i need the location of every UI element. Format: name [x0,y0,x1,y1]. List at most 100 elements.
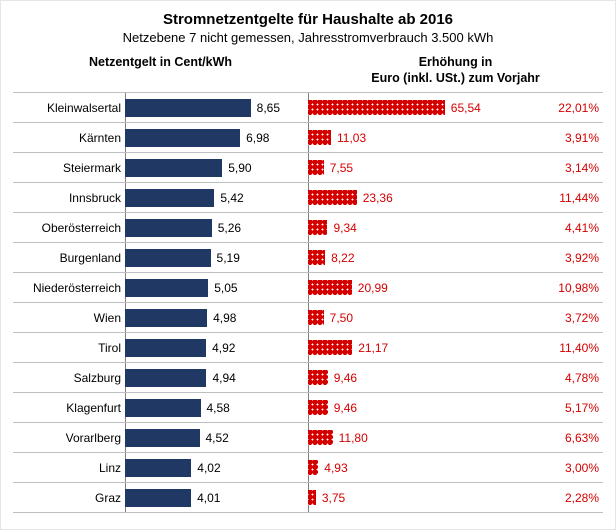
chart-container: Stromnetzentgelte für Haushalte ab 2016 … [0,0,616,530]
percent-value: 3,14% [498,161,603,175]
red-bar-area: 21,17 [308,340,498,355]
red-bar [308,160,324,175]
red-bar-area: 23,36 [308,190,498,205]
blue-bar-area: 4,58 [125,399,280,417]
chart-subtitle: Netzebene 7 nicht gemessen, Jahresstromv… [13,30,603,45]
table-row: Kleinwalsertal8,6565,5422,01% [13,92,603,122]
blue-bar-area: 4,52 [125,429,280,447]
chart-titles: Stromnetzentgelte für Haushalte ab 2016 … [13,11,603,45]
blue-value: 4,94 [212,371,235,385]
table-row: Steiermark 5,90 7,55 3,14% [13,152,603,182]
blue-bar [125,399,201,417]
row-label: Oberösterreich [13,221,125,235]
percent-value: 6,63% [498,431,603,445]
red-value: 9,46 [334,371,357,385]
blue-bar [125,249,211,267]
percent-value: 4,78% [498,371,603,385]
red-value: 7,55 [330,161,353,175]
blue-bar-area: 4,92 [125,339,280,357]
row-label: Klagenfurt [13,401,125,415]
red-bar [308,400,328,415]
table-row: Wien4,987,503,72% [13,302,603,332]
percent-value: 11,40% [498,341,603,355]
red-bar [308,190,357,205]
row-label: Innsbruck [13,191,125,205]
percent-value: 22,01% [498,101,603,115]
red-bar-area: 9,46 [308,400,498,415]
red-value: 8,22 [331,251,354,265]
blue-value: 4,01 [197,491,220,505]
table-row: Innsbruck5,4223,3611,44% [13,182,603,212]
red-bar-area: 4,93 [308,460,498,475]
blue-bar-area: 5,05 [125,279,280,297]
blue-bar-area: 4,94 [125,369,280,387]
table-row: Salzburg 4,94 9,46 4,78% [13,362,603,392]
red-bar-area: 7,50 [308,310,498,325]
red-bar-area: 8,22 [308,250,498,265]
table-row: Linz4,024,933,00% [13,452,603,482]
blue-value: 5,19 [217,251,240,265]
red-bar-area: 9,46 [308,370,498,385]
red-bar [308,220,327,235]
blue-bar-area: 5,26 [125,219,280,237]
chart-title: Stromnetzentgelte für Haushalte ab 2016 [13,11,603,28]
row-label: Tirol [13,341,125,355]
row-label: Salzburg [13,371,125,385]
red-bar-area: 20,99 [308,280,498,295]
blue-bar-area: 4,01 [125,489,280,507]
red-value: 65,54 [451,101,481,115]
red-bar [308,430,333,445]
percent-value: 4,41% [498,221,603,235]
table-row: Burgenland5,198,223,92% [13,242,603,272]
row-label: Graz [13,491,125,505]
percent-value: 10,98% [498,281,603,295]
red-bar [308,370,328,385]
red-bar [308,310,324,325]
blue-bar-area: 5,90 [125,159,280,177]
red-bar-area: 11,80 [308,430,498,445]
red-bar [308,100,445,115]
blue-bar [125,189,214,207]
red-bar-area: 7,55 [308,160,498,175]
blue-bar [125,489,191,507]
red-bar [308,340,352,355]
red-value: 20,99 [358,281,388,295]
blue-bar [125,129,240,147]
row-label: Wien [13,311,125,325]
percent-value: 2,28% [498,491,603,505]
red-value: 9,46 [334,401,357,415]
blue-value: 4,92 [212,341,235,355]
blue-bar [125,159,222,177]
red-bar [308,130,331,145]
row-label: Kleinwalsertal [13,101,125,115]
red-value: 3,75 [322,491,345,505]
blue-value: 5,42 [220,191,243,205]
blue-bar-area: 6,98 [125,129,280,147]
blue-bar-area: 4,02 [125,459,280,477]
blue-bar-area: 5,42 [125,189,280,207]
percent-value: 3,72% [498,311,603,325]
red-bar-area: 11,03 [308,130,498,145]
row-label: Niederösterreich [13,281,125,295]
blue-bar [125,219,212,237]
table-row: Klagenfurt4,589,465,17% [13,392,603,422]
red-bar-area: 3,75 [308,490,498,505]
chart-rows: Kleinwalsertal8,6565,5422,01%Kärnten6,98… [13,92,603,513]
header-right-line2: Euro (inkl. USt.) zum Vorjahr [371,71,540,85]
red-value: 23,36 [363,191,393,205]
header-right: Erhöhung in Euro (inkl. USt.) zum Vorjah… [308,55,603,86]
percent-value: 3,91% [498,131,603,145]
blue-bar-area: 5,19 [125,249,280,267]
row-label: Vorarlberg [13,431,125,445]
row-label: Steiermark [13,161,125,175]
table-row: Graz 4,01 3,75 2,28% [13,482,603,513]
red-value: 21,17 [358,341,388,355]
row-label: Burgenland [13,251,125,265]
blue-value: 5,90 [228,161,251,175]
table-row: Tirol 4,92 21,17 11,40% [13,332,603,362]
table-row: Vorarlberg4,52 11,806,63% [13,422,603,452]
blue-value: 4,02 [197,461,220,475]
red-value: 7,50 [330,311,353,325]
blue-bar [125,309,207,327]
row-label: Linz [13,461,125,475]
